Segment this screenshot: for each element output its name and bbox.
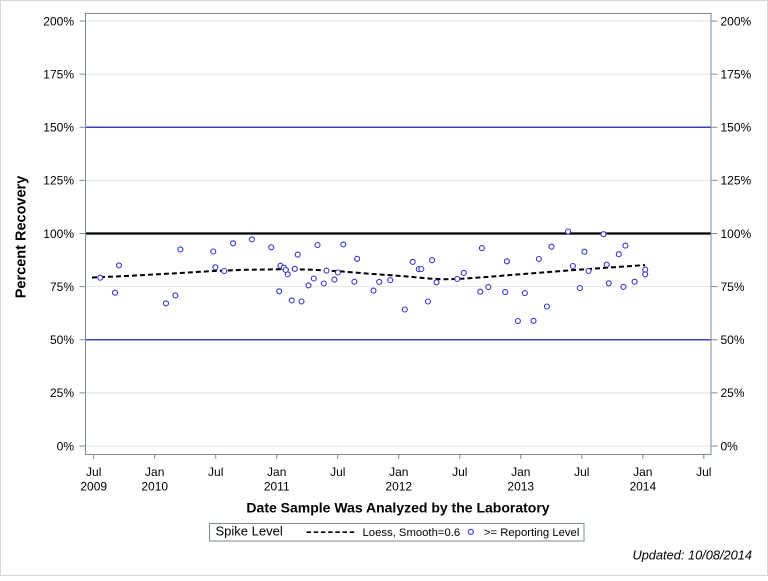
svg-text:Percent Recovery: Percent Recovery bbox=[14, 176, 30, 299]
svg-text:100%: 100% bbox=[721, 227, 752, 241]
svg-text:125%: 125% bbox=[721, 174, 752, 188]
svg-text:Jan: Jan bbox=[267, 465, 286, 479]
svg-text:0%: 0% bbox=[57, 439, 75, 453]
svg-text:Jul: Jul bbox=[696, 465, 711, 479]
svg-text:200%: 200% bbox=[43, 14, 74, 28]
svg-text:2011: 2011 bbox=[264, 480, 290, 494]
svg-text:100%: 100% bbox=[43, 227, 74, 241]
svg-text:50%: 50% bbox=[721, 333, 745, 347]
svg-text:150%: 150% bbox=[43, 121, 74, 135]
svg-text:Jan: Jan bbox=[633, 465, 652, 479]
svg-text:150%: 150% bbox=[721, 121, 752, 135]
svg-text:0%: 0% bbox=[721, 439, 739, 453]
svg-text:2013: 2013 bbox=[507, 480, 534, 494]
svg-text:2010: 2010 bbox=[141, 480, 168, 494]
svg-text:25%: 25% bbox=[50, 386, 74, 400]
svg-text:200%: 200% bbox=[721, 14, 752, 28]
svg-text:125%: 125% bbox=[43, 174, 74, 188]
svg-text:Jul: Jul bbox=[452, 465, 467, 479]
svg-text:Jul: Jul bbox=[574, 465, 589, 479]
svg-text:>= Reporting Level: >= Reporting Level bbox=[484, 527, 579, 539]
svg-text:2009: 2009 bbox=[80, 480, 107, 494]
svg-text:Jan: Jan bbox=[145, 465, 164, 479]
svg-text:Jul: Jul bbox=[208, 465, 223, 479]
svg-text:Date Sample Was Analyzed by th: Date Sample Was Analyzed by the Laborato… bbox=[246, 500, 549, 516]
svg-text:Spike Level: Spike Level bbox=[216, 524, 283, 539]
svg-text:2012: 2012 bbox=[385, 480, 412, 494]
svg-text:Updated: 10/08/2014: Updated: 10/08/2014 bbox=[632, 548, 752, 563]
svg-text:Jul: Jul bbox=[330, 465, 345, 479]
svg-text:2014: 2014 bbox=[629, 480, 656, 494]
svg-text:Jul: Jul bbox=[86, 465, 101, 479]
svg-text:175%: 175% bbox=[721, 67, 752, 81]
svg-text:Jan: Jan bbox=[511, 465, 530, 479]
svg-text:75%: 75% bbox=[50, 280, 74, 294]
svg-text:75%: 75% bbox=[721, 280, 745, 294]
svg-text:Loess, Smooth=0.6: Loess, Smooth=0.6 bbox=[363, 527, 461, 539]
svg-text:25%: 25% bbox=[721, 386, 745, 400]
svg-text:Jan: Jan bbox=[389, 465, 408, 479]
svg-text:50%: 50% bbox=[50, 333, 74, 347]
svg-text:175%: 175% bbox=[43, 67, 74, 81]
